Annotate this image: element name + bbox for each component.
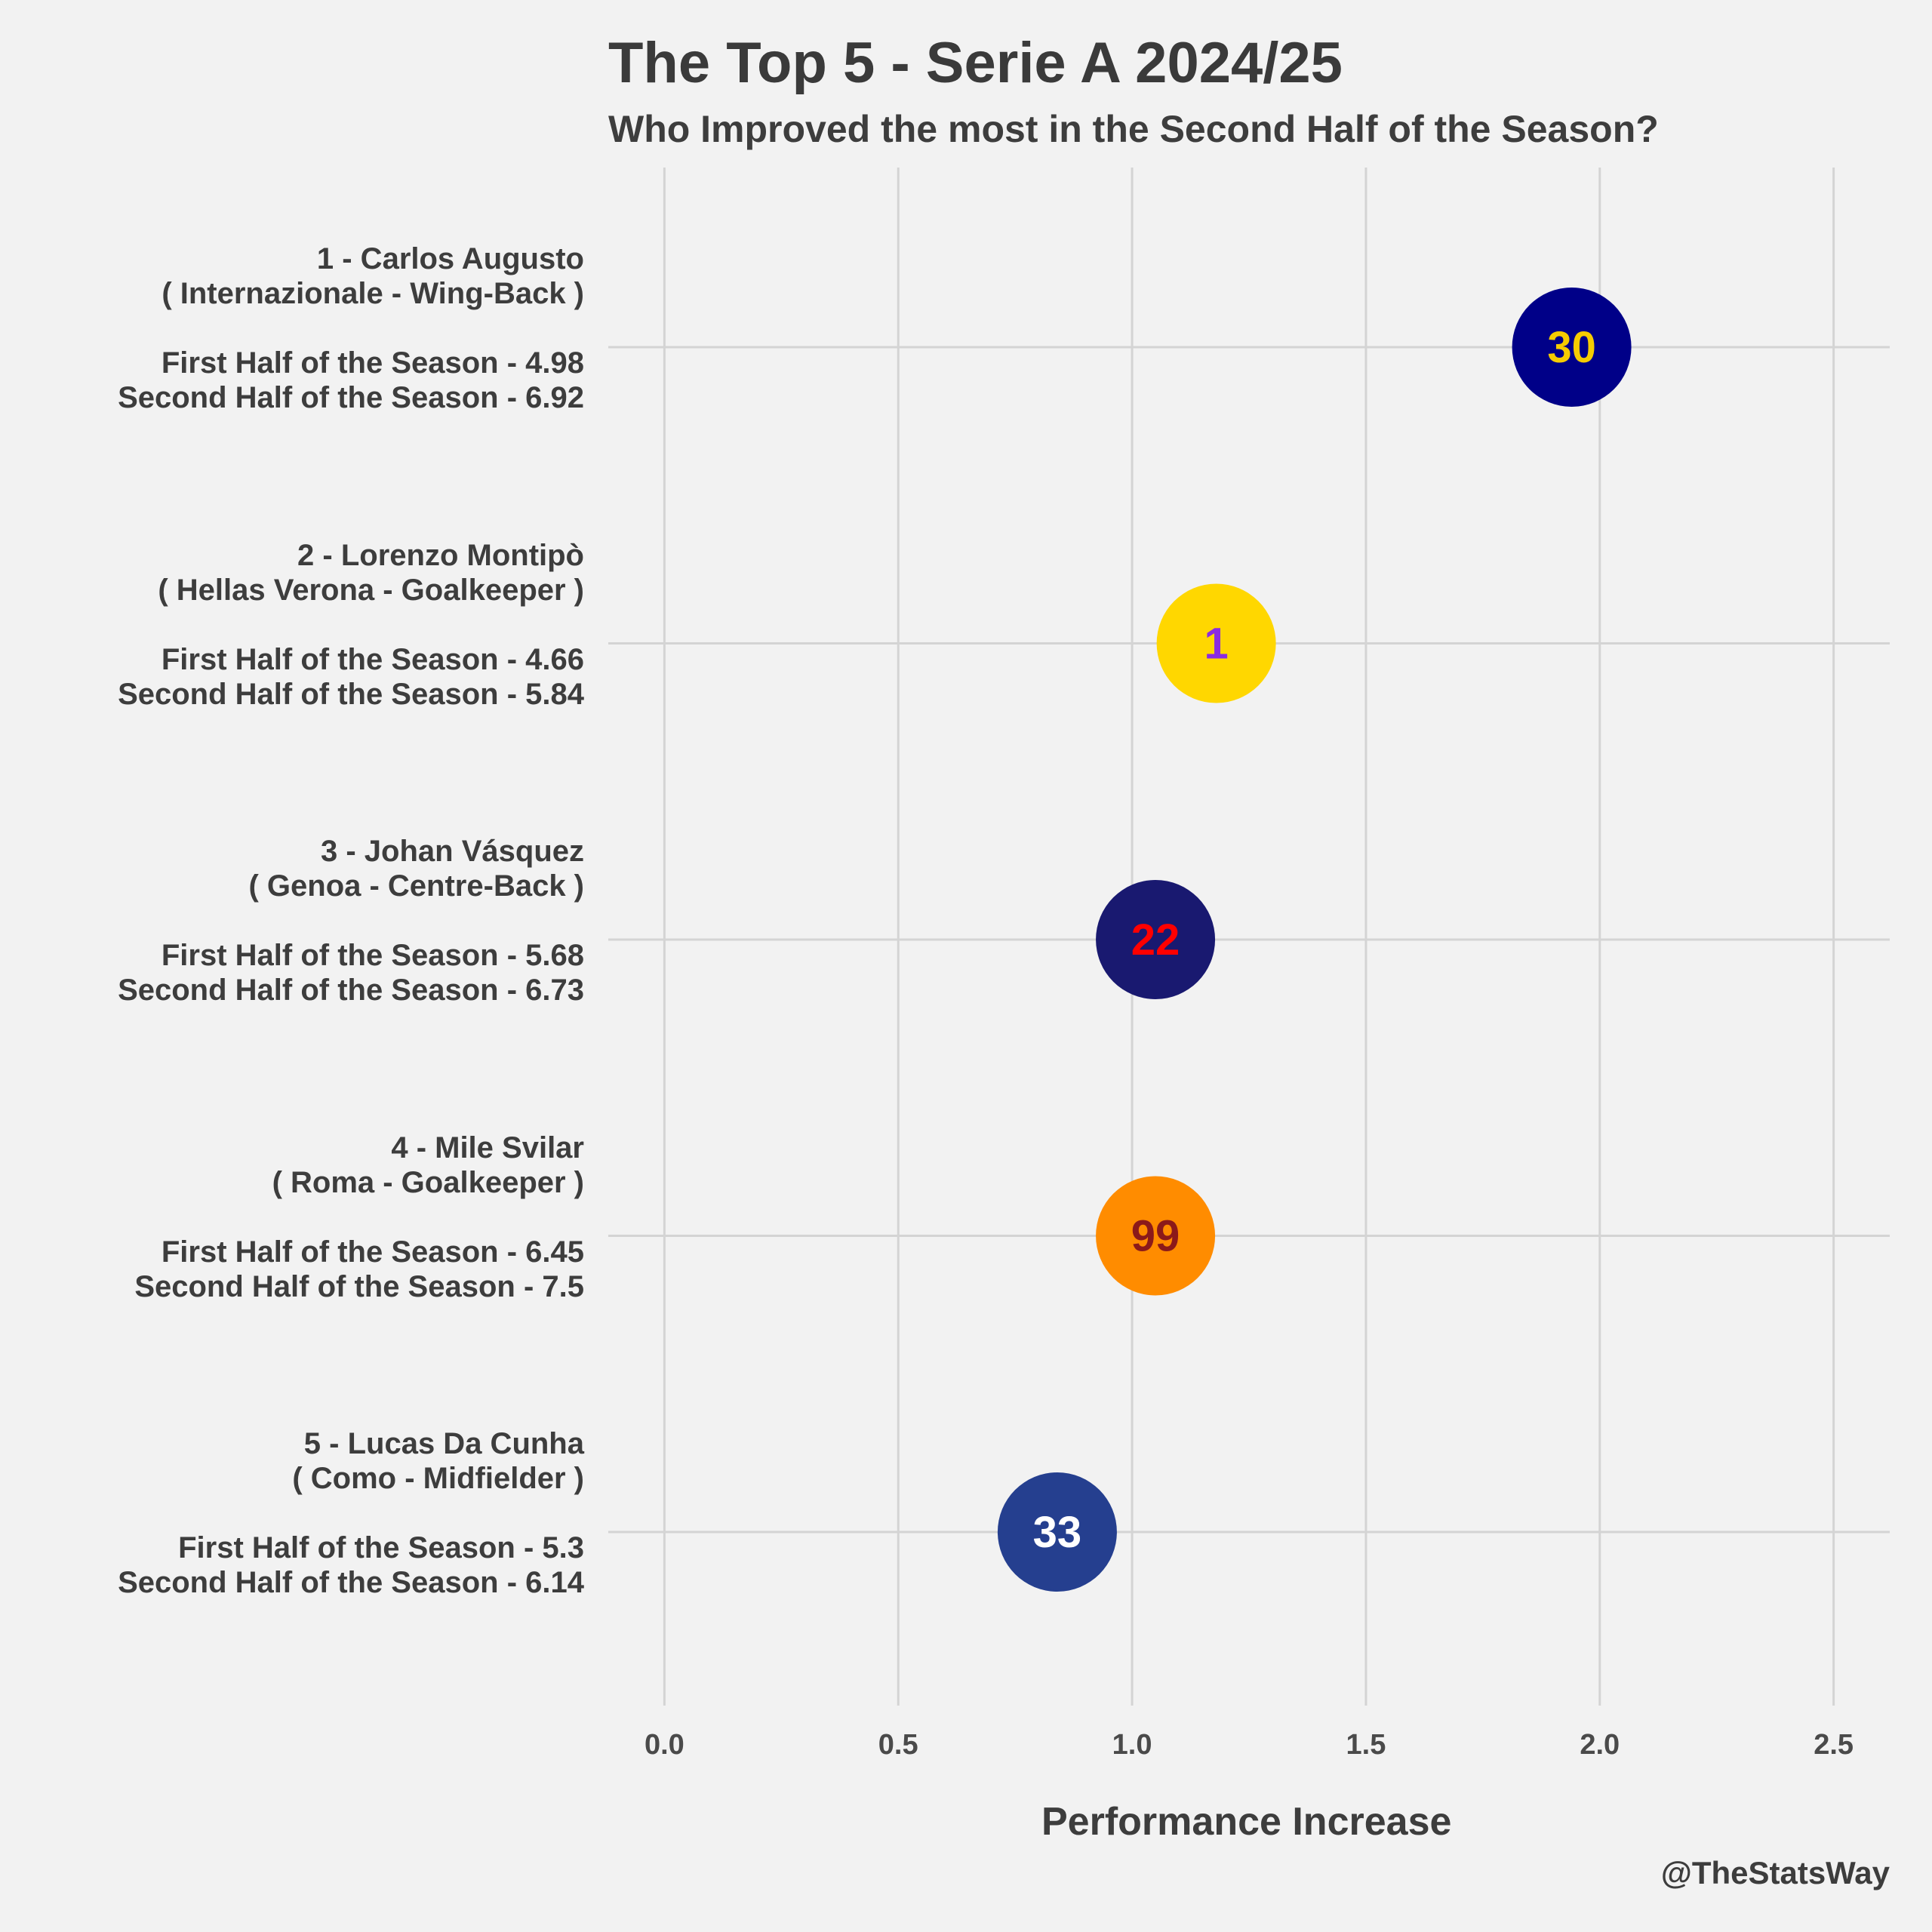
player-second-half: Second Half of the Season - 6.73 xyxy=(118,974,584,1007)
player-label: 5 - Lucas Da Cunha( Como - Midfielder ) F… xyxy=(11,1426,584,1600)
player-second-half: Second Half of the Season - 6.14 xyxy=(118,1566,584,1599)
player-team-role: ( Hellas Verona - Goalkeeper ) xyxy=(158,573,584,607)
x-tick-label: 0.0 xyxy=(645,1729,685,1761)
player-rank-name: 4 - Mile Svilar xyxy=(391,1131,584,1164)
player-first-half: First Half of the Season - 5.3 xyxy=(178,1531,584,1564)
x-tick-label: 1.5 xyxy=(1346,1729,1386,1761)
player-rank-name: 5 - Lucas Da Cunha xyxy=(303,1427,584,1460)
shirt-number-label: 99 xyxy=(1131,1212,1180,1261)
player-point: 1 xyxy=(1156,583,1276,703)
player-point-marker xyxy=(1156,583,1276,703)
player-point: 33 xyxy=(997,1472,1117,1592)
shirt-number-label: 22 xyxy=(1131,915,1180,964)
data-points: 30 1 22 99 33 xyxy=(997,288,1632,1592)
player-point-marker xyxy=(1096,1176,1216,1296)
x-axis-title: Performance Increase xyxy=(1041,1800,1452,1844)
credit-handle: @TheStatsWay xyxy=(1660,1855,1890,1890)
player-first-half: First Half of the Season - 6.45 xyxy=(161,1235,584,1269)
player-rank-name: 3 - Johan Vásquez xyxy=(321,835,584,868)
player-point-marker xyxy=(1096,880,1216,999)
player-team-role: ( Genoa - Centre-Back ) xyxy=(248,869,584,903)
player-team-role: ( Roma - Goalkeeper ) xyxy=(272,1165,584,1199)
player-first-half: First Half of the Season - 4.98 xyxy=(161,346,584,380)
x-tick-label: 2.5 xyxy=(1814,1729,1854,1761)
grid-lines xyxy=(608,168,1890,1706)
x-tick-label: 1.0 xyxy=(1112,1729,1152,1761)
label-spacer xyxy=(11,1496,584,1531)
chart-subtitle: Who Improved the most in the Second Half… xyxy=(608,108,1659,150)
x-tick-label: 0.5 xyxy=(878,1729,918,1761)
label-spacer xyxy=(11,903,584,938)
shirt-number-label: 1 xyxy=(1204,620,1228,669)
player-label: 3 - Johan Vásquez( Genoa - Centre-Back )… xyxy=(11,834,584,1008)
player-point: 99 xyxy=(1096,1176,1216,1296)
player-first-half: First Half of the Season - 5.68 xyxy=(161,939,584,972)
label-spacer xyxy=(11,1200,584,1235)
x-tick-label: 2.0 xyxy=(1580,1729,1620,1761)
player-second-half: Second Half of the Season - 6.92 xyxy=(118,381,584,414)
player-point: 30 xyxy=(1512,288,1632,407)
player-team-role: ( Como - Midfielder ) xyxy=(292,1462,584,1495)
shirt-number-label: 33 xyxy=(1033,1508,1082,1557)
label-spacer xyxy=(11,311,584,346)
player-label: 4 - Mile Svilar( Roma - Goalkeeper ) Firs… xyxy=(11,1131,584,1304)
player-rank-name: 1 - Carlos Augusto xyxy=(316,242,584,275)
player-first-half: First Half of the Season - 4.66 xyxy=(161,642,584,676)
chart-title: The Top 5 - Serie A 2024/25 xyxy=(608,31,1343,95)
player-second-half: Second Half of the Season - 5.84 xyxy=(118,677,584,711)
player-point-marker xyxy=(1512,288,1632,407)
player-label: 2 - Lorenzo Montipò( Hellas Verona - Goa… xyxy=(11,538,584,712)
player-point-marker xyxy=(997,1472,1117,1592)
shirt-number-label: 30 xyxy=(1547,323,1596,372)
label-spacer xyxy=(11,608,584,642)
player-rank-name: 2 - Lorenzo Montipò xyxy=(297,538,584,572)
player-label: 1 - Carlos Augusto( Internazionale - Win… xyxy=(11,242,584,415)
player-point: 22 xyxy=(1096,880,1216,999)
player-team-role: ( Internazionale - Wing-Back ) xyxy=(162,277,584,310)
x-axis-ticks: 0.0 0.5 1.0 1.5 2.0 2.5 xyxy=(645,1729,1854,1761)
player-second-half: Second Half of the Season - 7.5 xyxy=(134,1269,584,1303)
